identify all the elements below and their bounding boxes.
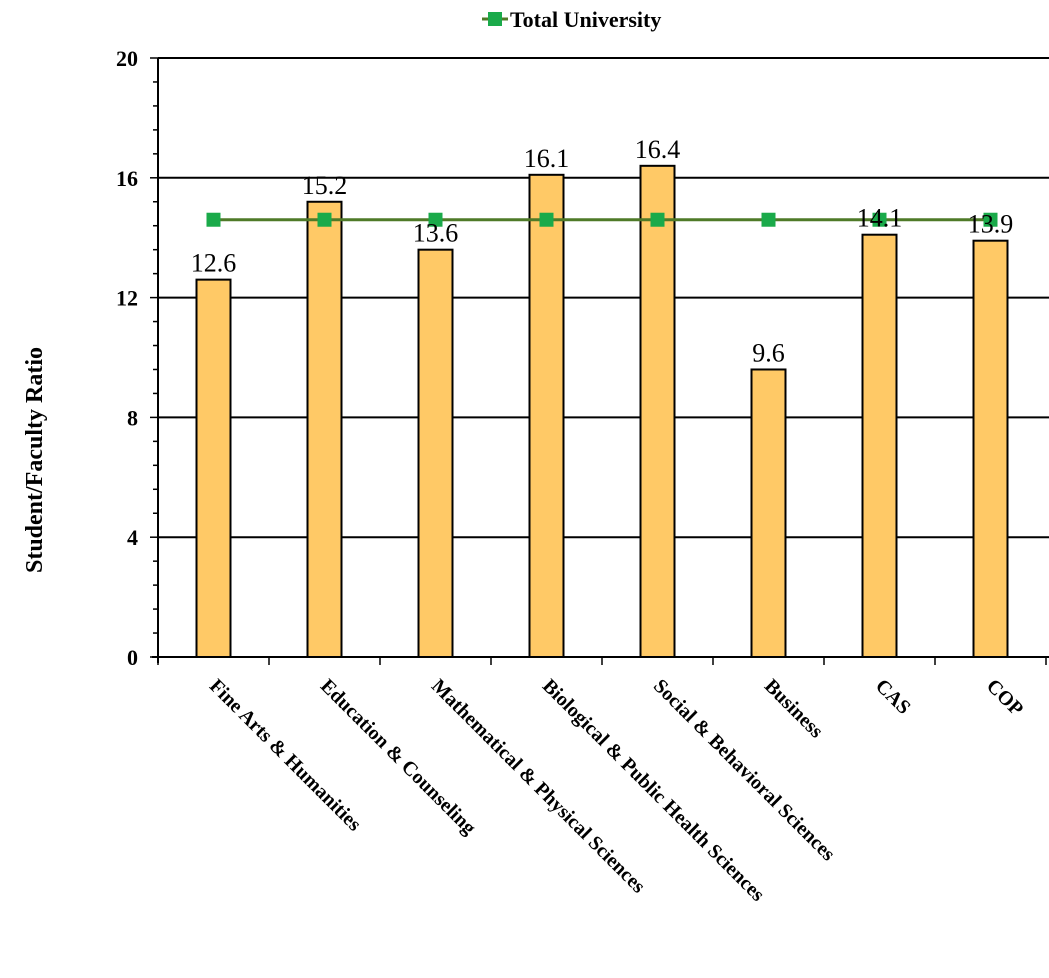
legend-marker-swatch: [488, 12, 502, 26]
total-university-marker-8: [983, 212, 998, 227]
category-label-5: Social & Behavioral Sciences: [649, 675, 840, 866]
total-university-marker-7: [872, 212, 887, 227]
data-label-3: 13.6: [413, 219, 459, 248]
bar-6: [750, 368, 787, 658]
legend: Total University: [482, 7, 661, 32]
data-labels: 12.6 15.2 13.6 16.1 16.4 9.6 14.1 13.9: [191, 135, 1014, 368]
bar-5: [639, 164, 676, 658]
total-university-line-series: [206, 212, 998, 227]
bar-1: [195, 278, 232, 658]
bar-3: [417, 248, 454, 658]
data-label-7: 14.1: [857, 204, 903, 233]
total-university-marker-1: [206, 212, 221, 227]
total-university-marker-3: [428, 212, 443, 227]
bar-2: [306, 200, 343, 658]
bars: [195, 164, 1009, 659]
category-label-7: CAS: [871, 675, 915, 719]
data-label-6: 9.6: [752, 338, 785, 367]
legend-label-total-university: Total University: [510, 7, 661, 32]
category-label-8: COP: [982, 675, 1027, 720]
y-tick-label-4: 4: [127, 525, 138, 550]
axes: [150, 57, 1049, 665]
data-label-5: 16.4: [635, 135, 681, 164]
y-tick-label-12: 12: [116, 286, 138, 311]
gridlines: [158, 57, 1049, 539]
bar-4: [528, 173, 565, 658]
y-axis-title: Student/Faculty Ratio: [22, 347, 48, 573]
total-university-marker-2: [317, 212, 332, 227]
category-label-4: Biological & Public Health Sciences: [538, 675, 769, 906]
bar-7: [861, 233, 898, 659]
total-university-marker-4: [539, 212, 554, 227]
category-label-6: Business: [760, 675, 828, 743]
y-tick-labels: 0 4 8 12 16 20: [116, 46, 138, 670]
bar-8: [972, 239, 1009, 658]
data-label-8: 13.9: [968, 210, 1014, 239]
y-tick-label-0: 0: [127, 645, 138, 670]
data-label-4: 16.1: [524, 144, 570, 173]
total-university-marker-6: [761, 212, 776, 227]
y-tick-label-20: 20: [116, 46, 138, 71]
total-university-marker-5: [650, 212, 665, 227]
category-label-3: Mathematical & Physical Sciences: [427, 675, 650, 898]
y-tick-label-8: 8: [127, 405, 138, 430]
data-label-1: 12.6: [191, 249, 237, 278]
data-label-2: 15.2: [302, 171, 348, 200]
y-tick-label-16: 16: [116, 166, 138, 191]
